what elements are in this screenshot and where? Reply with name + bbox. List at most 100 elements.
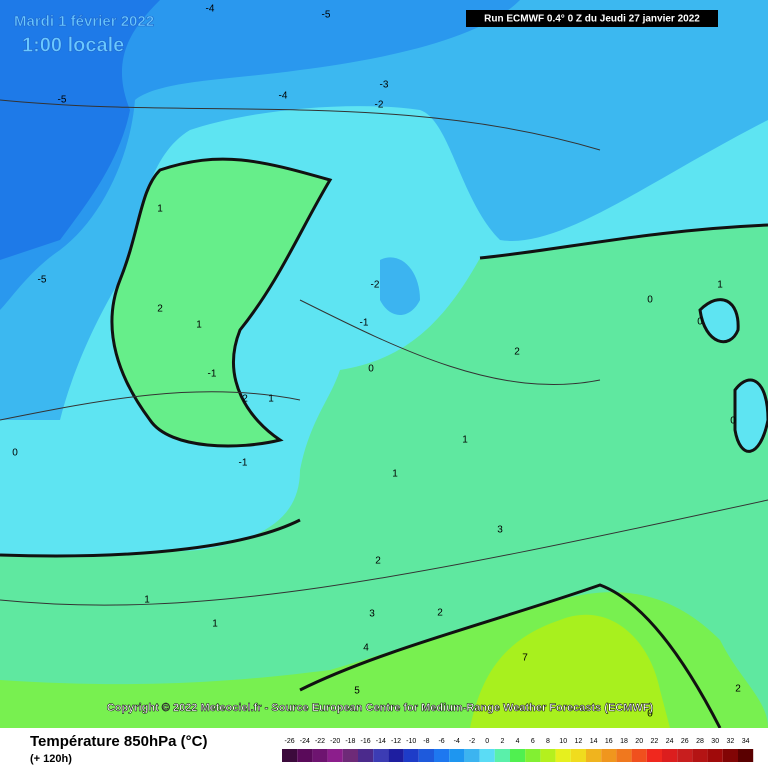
field-title: Température 850hPa (°C) [30,733,207,750]
legend-tick-label: 26 [681,738,689,745]
contour-label: 2 [375,556,381,567]
contour-label: 0 [368,364,374,375]
contour-label: 1 [392,469,398,480]
legend-swatch [601,749,617,762]
legend-tick-label: -20 [330,738,340,745]
legend-swatch [510,749,526,762]
legend-tick-label: -12 [391,738,401,745]
legend-tick-label: -16 [361,738,371,745]
contour-label: 4 [363,643,369,654]
legend-swatch [738,749,754,762]
contour-label: 2 [514,347,520,358]
legend-swatch [342,749,358,762]
legend-tick-label: 0 [485,738,489,745]
lead-time: (+ 120h) [30,753,72,765]
legend-tick-label: 34 [742,738,750,745]
contour-label: 1 [157,204,163,215]
legend-swatch [692,749,708,762]
contour-label: 0 [12,448,18,459]
legend-tick-label: 18 [620,738,628,745]
legend-tick-label: -8 [423,738,429,745]
copyright: Copyright © 2022 Meteociel.fr - Source E… [107,702,654,714]
legend-swatch [494,749,510,762]
legend-swatch [479,749,495,762]
legend-tick-label: 30 [711,738,719,745]
map-background [0,0,768,729]
legend-tick-label: -18 [345,738,355,745]
legend-swatch [677,749,693,762]
legend-tick-label: -4 [454,738,460,745]
legend-swatch [403,749,419,762]
legend-swatch [722,749,738,762]
contour-label: 1 [462,435,468,446]
legend-tick-label: 14 [590,738,598,745]
forecast-time: 1:00 locale [22,34,124,56]
legend-swatch [631,749,647,762]
legend-tick-label: -14 [376,738,386,745]
contour-label: 2 [157,304,163,315]
legend-swatch [662,749,678,762]
legend-tick-label: 32 [727,738,735,745]
contour-label: 1 [196,320,202,331]
contour-label: 1 [717,280,723,291]
legend-tick-label: -22 [315,738,325,745]
contour-label: 3 [369,609,375,620]
contour-label: 2 [437,608,443,619]
legend-swatch [297,749,313,762]
run-info: Run ECMWF 0.4° 0 Z du Jeudi 27 janvier 2… [484,14,700,25]
forecast-date: Mardi 1 février 2022 [14,13,154,30]
legend-swatch [707,749,723,762]
contour-label: 0 [647,295,653,306]
legend-tick-label: 4 [516,738,520,745]
legend-tick-label: 6 [531,738,535,745]
legend-tick-label: -10 [406,738,416,745]
contour-label: -1 [208,369,217,380]
legend-tick-label: 2 [500,738,504,745]
legend-swatch [540,749,556,762]
legend-tick-label: 28 [696,738,704,745]
contour-label: -2 [371,280,380,291]
contour-label: 2 [242,394,248,405]
contour-labels: -4 -5 -5 -4 -3 -2 1 -5 -2 -1 2 1 0 -1 2 1 1 -1 0 1 2 0 1 0 0 3 2 1 1… [12,4,741,720]
contour-label: 5 [354,686,360,697]
contour-label: -4 [279,91,288,102]
legend-swatch [282,749,298,762]
contour-label: 1 [212,619,218,630]
contour-label: 2 [735,684,741,695]
contour-label: -1 [360,318,369,329]
legend-tick-label: 24 [666,738,674,745]
legend-tick-label: 16 [605,738,613,745]
color-legend: -26 -24 -22 -20 -18 -16 -14 -12 -10 -8 -6 -4 -2 0 2 4 6 8… [282,738,754,762]
legend-swatch [586,749,602,762]
legend-swatch [388,749,404,762]
contour-label: -4 [206,4,215,15]
contour-label: 1 [268,394,274,405]
legend-tick-label: 8 [546,738,550,745]
legend-tick-label: -6 [438,738,444,745]
legend-tick-label: 10 [559,738,567,745]
legend-swatch [570,749,586,762]
legend-swatch [555,749,571,762]
contour-label: -5 [58,95,67,106]
legend-swatch [434,749,450,762]
legend-tick-label: -2 [469,738,475,745]
legend-tick-label: 22 [651,738,659,745]
contour-label: 0 [647,709,653,720]
contour-label: 1 [144,595,150,606]
contour-label: -5 [322,10,331,21]
legend-swatch [312,749,328,762]
legend-swatch [418,749,434,762]
contour-label: -3 [380,80,389,91]
contour-label: -5 [38,275,47,286]
legend-swatch [646,749,662,762]
legend-swatch [525,749,541,762]
run-box [466,10,718,27]
legend-swatch [358,749,374,762]
legend-swatch [449,749,465,762]
contour-label: 7 [522,653,528,664]
contour-label: 3 [497,525,503,536]
legend-swatch [616,749,632,762]
contour-label: 0 [697,317,703,328]
legend-swatch [327,749,343,762]
legend-tick-label: 12 [575,738,583,745]
